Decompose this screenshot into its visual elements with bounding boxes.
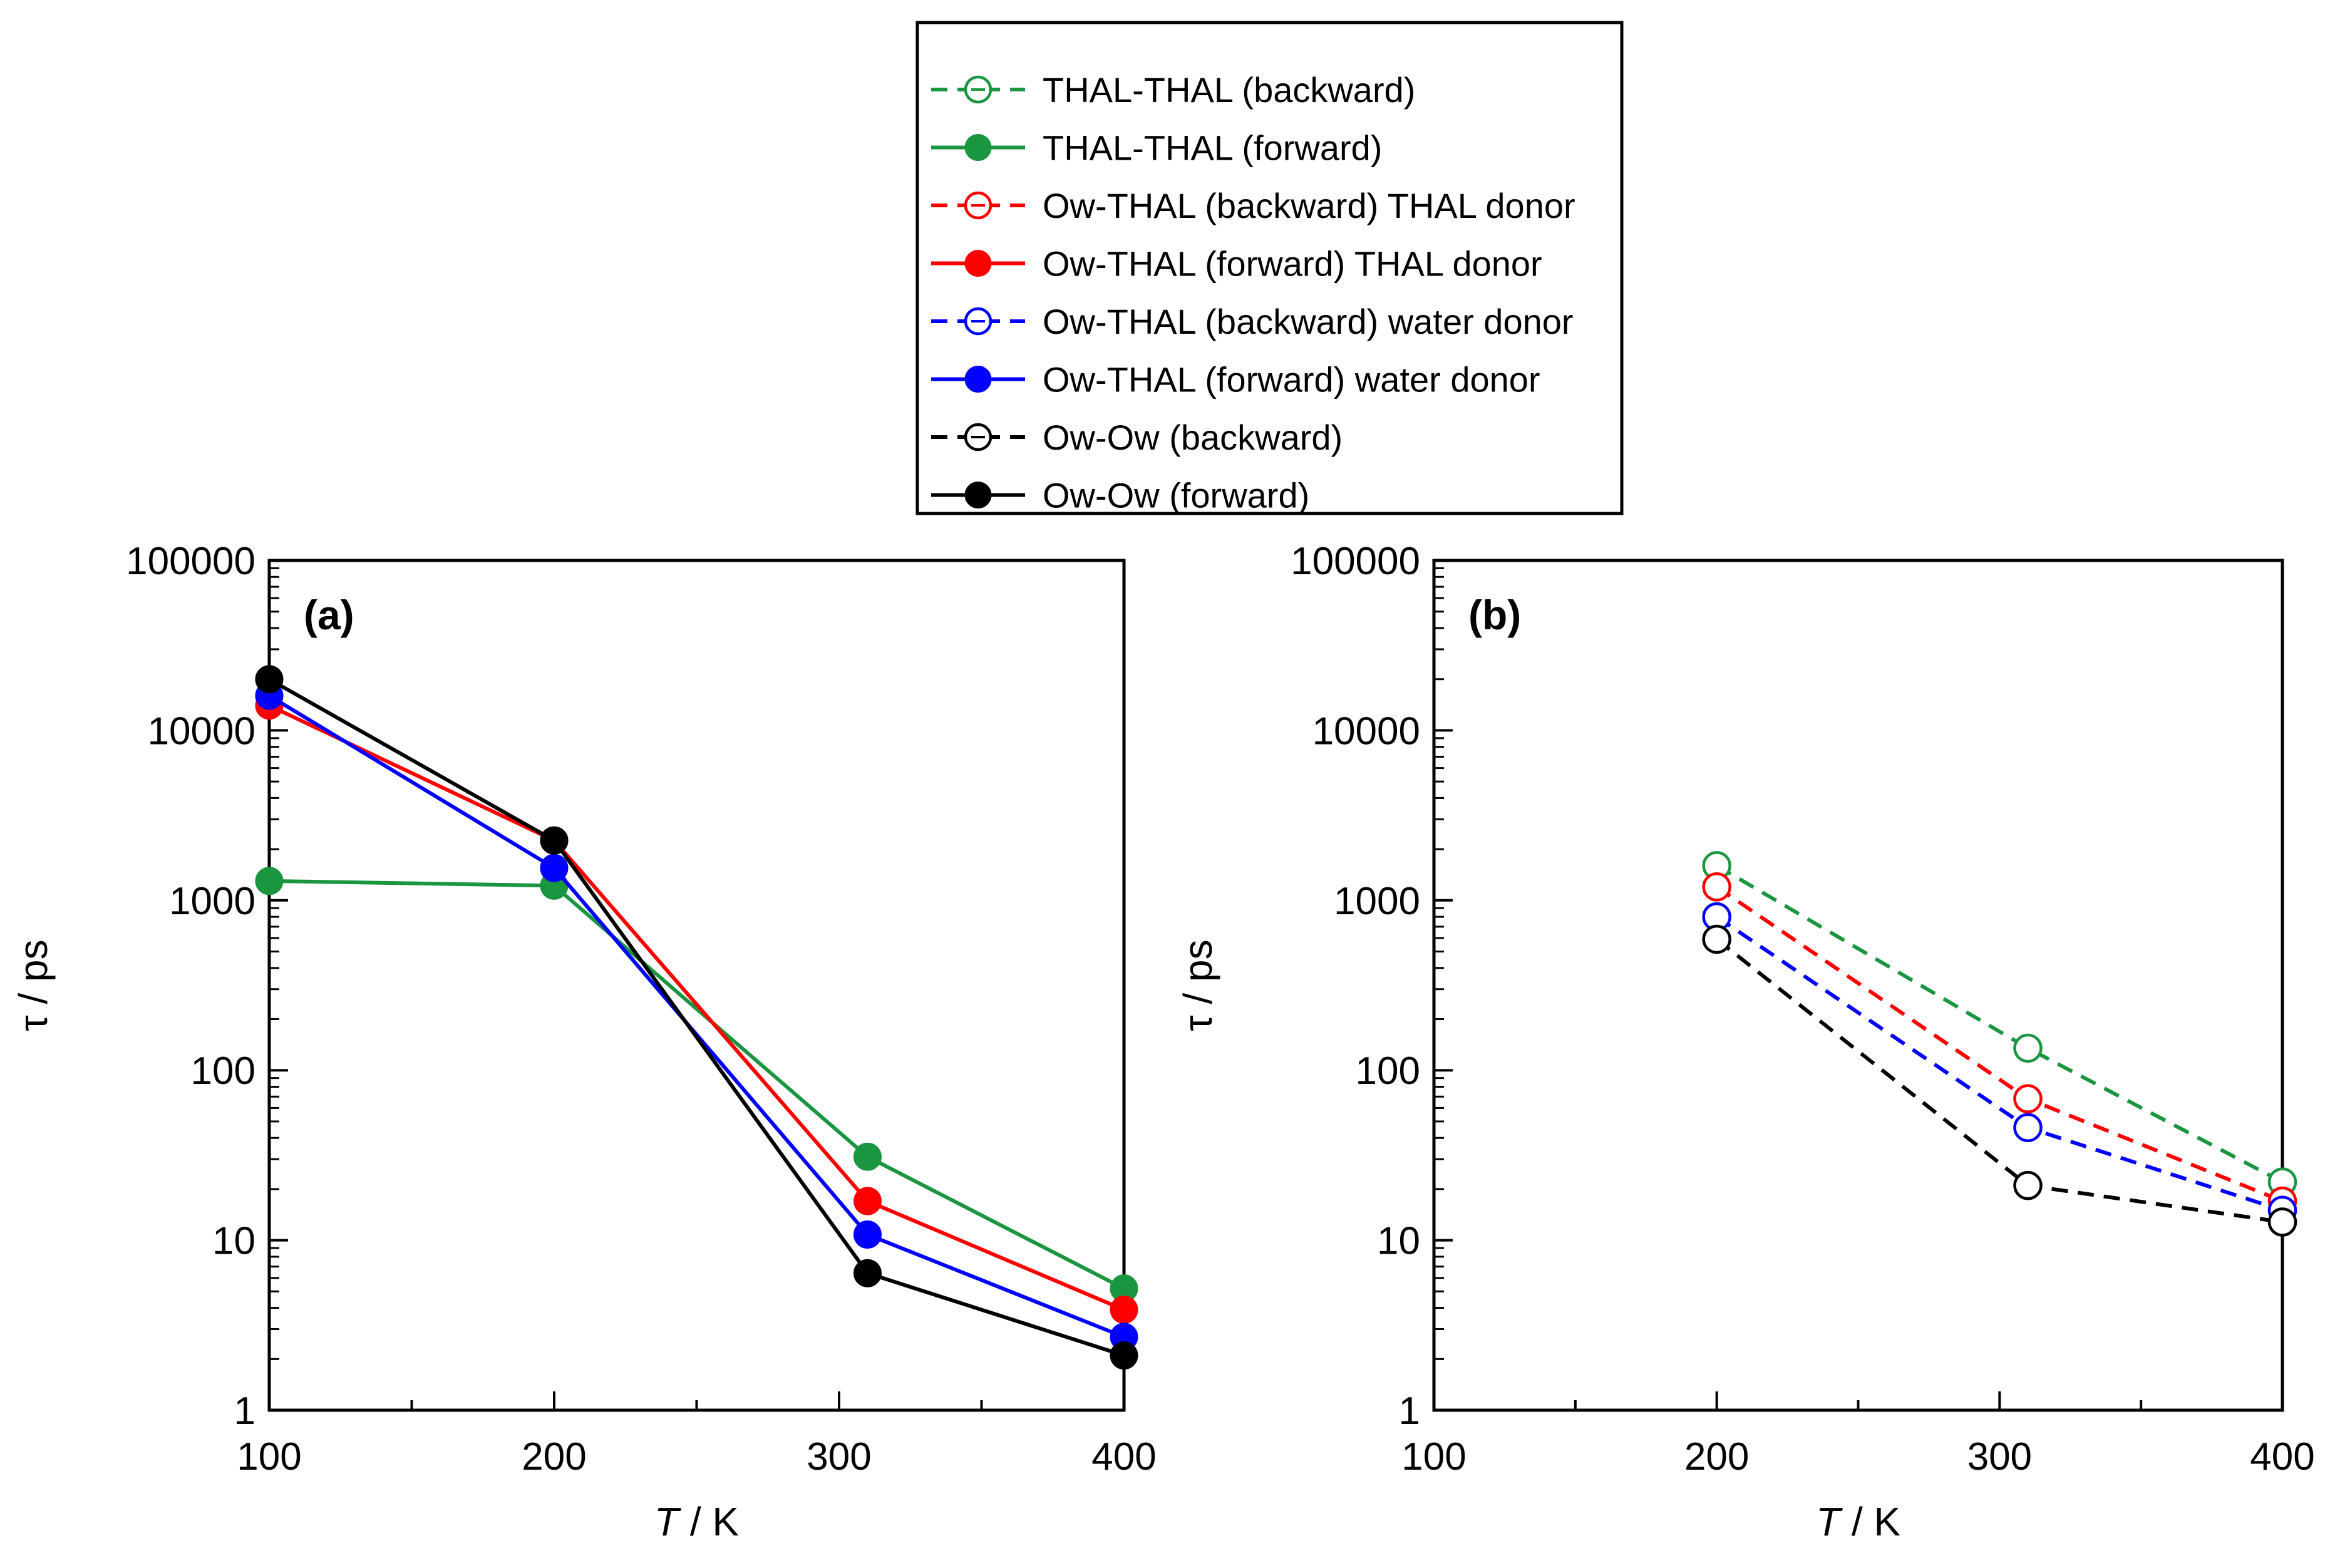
series-line [268,678,1125,1358]
series-line [268,694,1125,1339]
x-axis-title: T / K [654,1499,739,1544]
series-thal-thal-backward [1702,851,2297,1197]
legend-label: Ow-THAL (forward) THAL donor [1043,244,1542,284]
series-line [268,704,1125,1312]
x-tick-label: 300 [807,1435,871,1478]
legend-label: THAL-THAL (forward) [1043,128,1382,168]
y-axis-title: τ / ps [11,939,56,1031]
series-line [1716,864,2284,1184]
x-tick-label: 100 [1401,1435,1466,1478]
legend-entry: THAL-THAL (backward) [931,70,1415,110]
legend-label: Ow-Ow (backward) [1043,418,1343,457]
data-point [2013,1113,2043,1142]
data-point [1110,1341,1138,1370]
data-point [255,867,284,895]
x-axis-title-symbol: T [1816,1499,1843,1544]
legend: THAL-THAL (backward) THAL-THAL (forward) O… [915,21,1624,515]
x-axis-title: T / K [1816,1499,1900,1544]
data-point [853,1259,882,1287]
x-tick-label: 300 [1967,1435,2032,1478]
x-tick-label: 400 [1091,1435,1156,1478]
legend-entry: THAL-THAL (forward) [931,128,1382,168]
plot-frame [267,559,1126,1412]
legend-entry: Ow-Ow (forward) [931,476,1309,515]
x-tick-label: 400 [2250,1435,2314,1478]
series-line [269,879,1125,1291]
series-ow-thal-backward-water-donor [1702,902,2297,1225]
y-tick-label: 100000 [126,540,255,583]
legend-label: Ow-THAL (forward) water donor [1043,360,1540,400]
data-point [1702,924,1731,954]
series-ow-ow-forward [255,665,1138,1370]
panel-a: 100 200 300 400 1 10 100 1000 10000 100000 T / K τ … [11,540,1157,1544]
y-tick-label: 100 [191,1050,255,1093]
y-axis-title: τ / ps [1175,939,1220,1031]
data-point [1702,872,1731,902]
data-point [255,665,284,694]
legend-label: Ow-THAL (backward) THAL donor [1043,186,1575,225]
legend-label: Ow-Ow (forward) [1043,476,1309,515]
data-point [2267,1207,2297,1237]
y-tick-label: 1000 [1334,880,1420,923]
legend-entry: Ow-THAL (backward) water donor [931,302,1574,341]
series-line [1715,885,2284,1203]
series-ow-ow-backward [1702,924,2297,1237]
x-tick-label: 200 [522,1435,586,1478]
legend-entry: Ow-Ow (backward) [931,418,1343,457]
legend-entry: Ow-THAL (forward) THAL donor [931,244,1542,284]
x-axis-title-symbol: T [654,1499,681,1544]
series-ow-thal-forward-water-donor [255,681,1138,1351]
data-point [1110,1296,1138,1324]
legend-marker [964,482,992,508]
data-point [2013,1033,2043,1063]
y-tick-label: 1 [1399,1390,1420,1433]
y-tick-label: 100000 [1291,540,1420,583]
y-tick-label: 100 [1356,1050,1420,1093]
legend-entry: Ow-THAL (backward) THAL donor [931,186,1575,225]
legend-marker [964,250,992,277]
y-tick-label: 10000 [148,709,255,753]
legend-label: THAL-THAL (backward) [1043,70,1415,110]
data-point [540,826,569,855]
y-tick-label: 10 [1377,1220,1420,1263]
data-point [540,854,569,882]
x-axis-title-unit: / K [679,1499,739,1544]
data-point [853,1220,882,1249]
y-tick-label: 1000 [169,880,255,923]
panel-label: (a) [304,592,354,638]
panel-b: 100 200 300 400 1 10 100 1000 10000 100000 T / K τ … [1175,540,2315,1544]
x-tick-label: 100 [237,1435,301,1478]
legend-box [915,21,1624,515]
x-axis-title-unit: / K [1840,1499,1900,1544]
data-point [853,1187,882,1215]
legend-marker [964,366,992,393]
panel-label: (b) [1468,592,1521,638]
y-tick-label: 10000 [1312,709,1420,753]
y-tick-label: 10 [212,1220,255,1263]
series-ow-thal-backward-thal-donor [1702,872,2297,1216]
legend-marker [964,134,992,161]
data-point [2013,1170,2043,1200]
legend-label: Ow-THAL (backward) water donor [1043,302,1574,341]
legend-entry: Ow-THAL (forward) water donor [931,360,1540,400]
y-tick-label: 1 [234,1390,255,1433]
x-tick-label: 200 [1684,1435,1749,1478]
data-point [853,1142,882,1171]
series-thal-thal-forward [255,867,1138,1303]
data-point [2013,1084,2043,1113]
